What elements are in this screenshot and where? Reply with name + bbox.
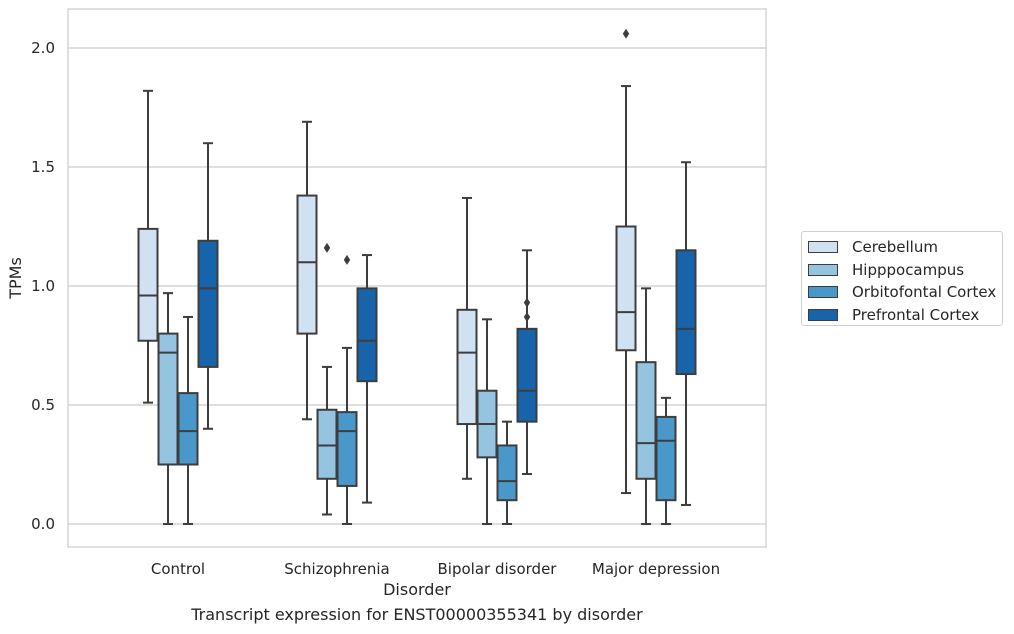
box-prefrontal-cortex	[356, 254, 378, 504]
legend-label: Orbitofontal Cortex	[852, 283, 997, 302]
legend-label: Hipppocampus	[852, 260, 965, 279]
x-axis-label: Disorder	[383, 580, 451, 599]
outlier-point	[323, 242, 331, 253]
box-iqr	[675, 249, 697, 376]
x-tick-label: Schizophrenia	[284, 560, 389, 578]
box-cerebellum	[296, 120, 318, 421]
box-iqr	[197, 239, 219, 368]
box-orbitofontal-cortex	[655, 396, 677, 525]
legend-item: Cerebellum	[808, 236, 1002, 259]
x-tick-label: Bipolar disorder	[438, 560, 558, 578]
y-tick-label: 0.5	[31, 396, 55, 414]
box-cerebellum	[137, 89, 159, 404]
box-orbitofontal-cortex	[336, 254, 358, 525]
box-cerebellum	[615, 28, 637, 495]
box-iqr	[496, 444, 518, 502]
box-hipppocampus	[476, 318, 498, 525]
y-axis-ticks: 0.0 0.5 1.0 1.5 2.0	[31, 39, 55, 533]
box-hipppocampus	[316, 242, 338, 516]
box-iqr	[615, 225, 637, 352]
legend-swatch	[808, 286, 838, 299]
box-iqr	[316, 408, 338, 480]
box-groups	[137, 28, 697, 525]
outlier-point	[343, 254, 351, 265]
legend-item: Hipppocampus	[808, 259, 1002, 282]
x-tick-label: Major depression	[592, 560, 720, 578]
box-cerebellum	[456, 196, 478, 480]
x-tick-label: Control	[151, 560, 205, 578]
outlier-point	[523, 311, 531, 322]
chart-caption: Transcript expression for ENST0000035534…	[191, 605, 643, 624]
legend-swatch	[808, 241, 838, 254]
y-tick-label: 1.0	[31, 277, 55, 295]
x-axis-ticks: Control Schizophrenia Bipolar disorder Majo…	[151, 560, 720, 578]
box-iqr	[356, 287, 378, 383]
box-hipppocampus	[635, 287, 657, 525]
box-prefrontal-cortex	[197, 142, 219, 430]
y-tick-label: 0.0	[31, 515, 55, 533]
box-orbitofontal-cortex	[496, 420, 518, 525]
outlier-point	[622, 28, 630, 39]
box-hipppocampus	[157, 292, 179, 525]
box-iqr	[296, 194, 318, 335]
box-orbitofontal-cortex	[177, 315, 199, 525]
y-tick-label: 2.0	[31, 39, 55, 57]
plot-frame	[67, 8, 767, 548]
box-iqr	[177, 392, 199, 466]
box-iqr	[456, 308, 478, 426]
box-iqr	[336, 411, 358, 487]
legend-swatch	[808, 263, 838, 276]
legend-item: Prefrontal Cortex	[808, 304, 1002, 327]
box-iqr	[516, 327, 538, 423]
box-iqr	[635, 361, 657, 480]
box-prefrontal-cortex	[516, 249, 538, 476]
y-axis-label: TPMs	[6, 257, 25, 300]
legend-swatch	[808, 308, 838, 321]
box-iqr	[137, 227, 159, 342]
outlier-point	[523, 297, 531, 308]
box-prefrontal-cortex	[675, 161, 697, 506]
y-tick-label: 1.5	[31, 158, 55, 176]
legend-label: Cerebellum	[852, 238, 938, 257]
legend-item: Orbitofontal Cortex	[808, 281, 1002, 304]
legend: Cerebellum Hipppocampus Orbitofontal Corte…	[801, 231, 1003, 326]
legend-label: Prefrontal Cortex	[852, 305, 980, 324]
box-iqr	[655, 415, 677, 502]
